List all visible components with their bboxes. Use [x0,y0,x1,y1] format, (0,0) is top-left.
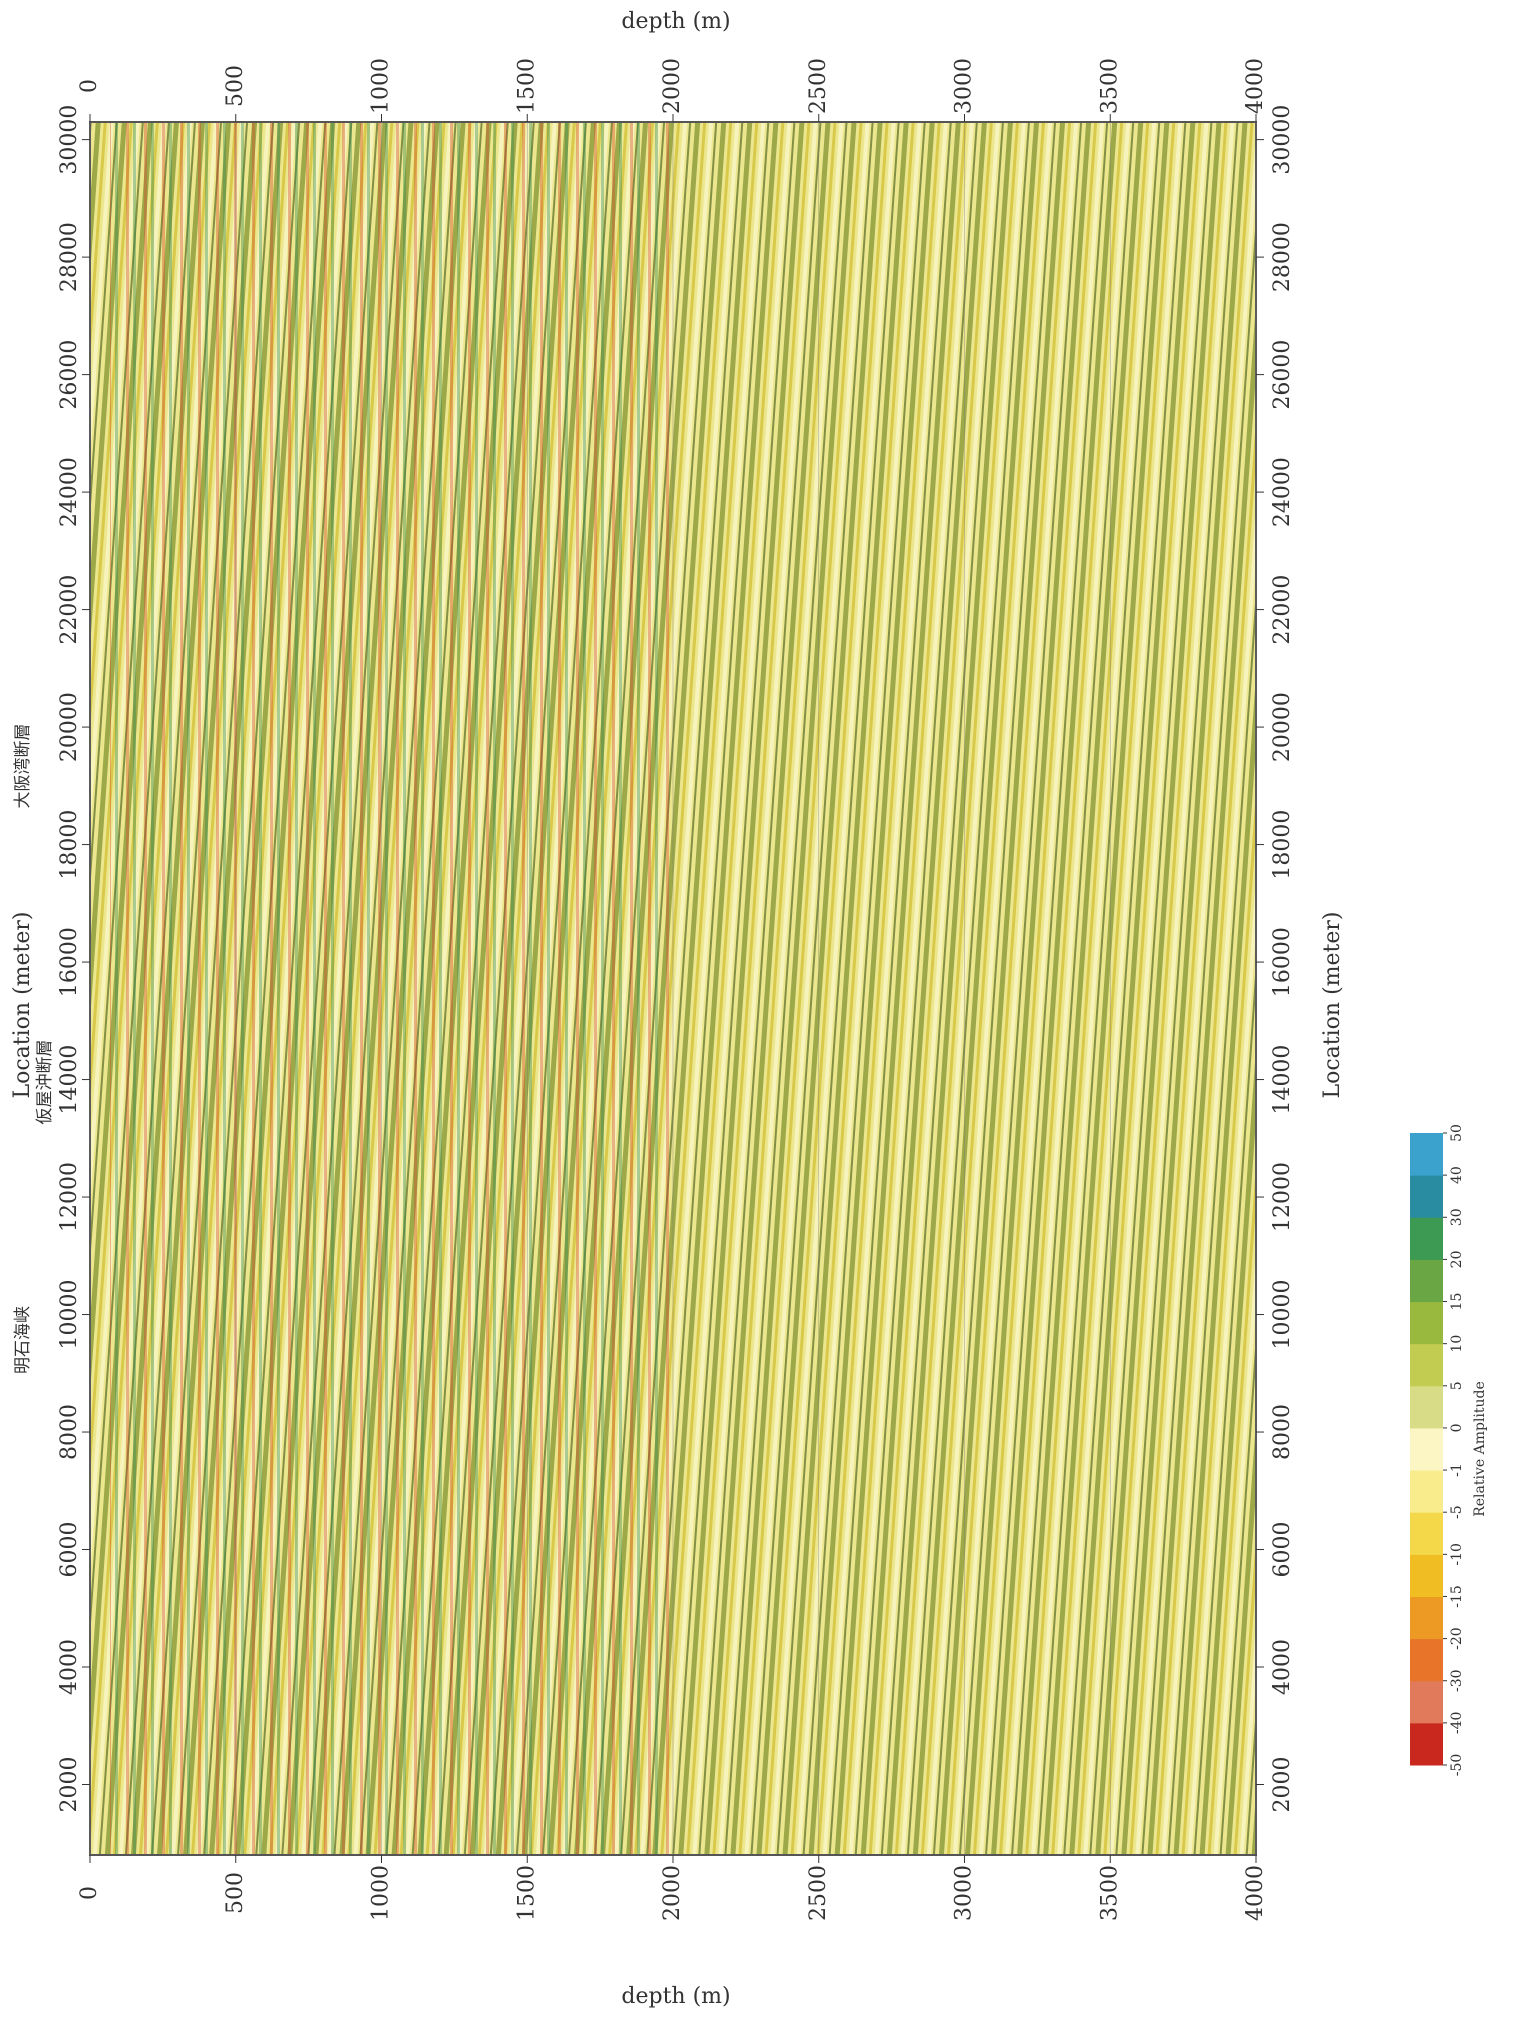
depth-tick-label: 1500 [514,1865,539,1921]
colorbar-tick-label: 15 [1449,1293,1465,1311]
annotation: 大阪湾断層 [13,724,33,809]
colorbar-tick-label: -40 [1449,1712,1465,1735]
colorbar-swatch [1410,1175,1443,1218]
depth-tick-label: 3000 [952,58,977,114]
colorbar-swatch [1410,1639,1443,1682]
depth-tick-label: 3000 [952,1865,977,1921]
axis-title-bottom: depth (m) [621,1984,730,2009]
location-tick-label: 14000 [1270,1045,1295,1115]
location-tick-label: 18000 [1270,810,1295,880]
location-tick-label: 26000 [1270,340,1295,410]
depth-tick-label: 500 [223,1872,248,1914]
location-tick-label: 30000 [57,105,82,175]
colorbar-tick-label: 30 [1449,1208,1465,1226]
location-tick-label: 6000 [1270,1522,1295,1578]
colorbar-tick-label: 10 [1449,1335,1465,1353]
location-tick-label: 28000 [1270,222,1295,292]
colorbar-swatch [1410,1259,1443,1302]
location-tick-label: 20000 [1270,692,1295,762]
colorbar-tick-label: 50 [1449,1124,1465,1142]
location-tick-label: 14000 [57,1045,82,1115]
colorbar-swatch [1410,1470,1443,1513]
colorbar-tick-label: -15 [1449,1585,1465,1608]
depth-tick-label: 1000 [369,58,394,114]
location-tick-label: 12000 [1270,1162,1295,1232]
depth-tick-label: 1500 [514,58,539,114]
colorbar-swatch [1410,1386,1443,1429]
location-tick-label: 10000 [57,1280,82,1350]
colorbar-swatch [1410,1723,1443,1766]
colorbar-tick-label: -10 [1449,1543,1465,1566]
location-tick-label: 8000 [57,1404,82,1460]
figure: depth (m) depth (m) Location (meter) Loc… [0,0,1513,2021]
depth-tick-label: 4000 [1243,1865,1268,1921]
depth-tick-label: 0 [77,79,102,93]
axis-title-top: depth (m) [621,9,730,34]
seismic-image-overlay [110,122,670,1855]
location-tick-label: 18000 [57,810,82,880]
colorbar-tick-label: -20 [1449,1627,1465,1650]
colorbar-label: Relative Amplitude [1472,1381,1488,1517]
colorbar-tick-label: -1 [1449,1463,1465,1477]
location-tick-label: 24000 [57,457,82,527]
colorbar-tick-label: -5 [1449,1505,1465,1519]
axis-title-left: Location (meter) [10,912,35,1099]
colorbar-tick-label: -30 [1449,1669,1465,1692]
location-tick-label: 28000 [57,222,82,292]
location-tick-label: 20000 [57,692,82,762]
annotation: 仮屋沖断層 [35,1040,55,1125]
colorbar-swatch [1410,1428,1443,1471]
colorbar-tick-label: 40 [1449,1166,1465,1184]
location-tick-label: 6000 [57,1522,82,1578]
depth-tick-label: 4000 [1243,58,1268,114]
location-tick-label: 4000 [57,1639,82,1695]
depth-tick-label: 3500 [1097,1865,1122,1921]
colorbar-swatch [1410,1302,1443,1345]
colorbar-swatch [1410,1133,1443,1176]
location-tick-label: 10000 [1270,1280,1295,1350]
colorbar-swatch [1410,1217,1443,1260]
location-tick-label: 26000 [57,340,82,410]
colorbar-tick-label: 20 [1449,1250,1465,1268]
colorbar-swatch [1410,1344,1443,1387]
location-tick-label: 30000 [1270,105,1295,175]
colorbar-tick-label: 0 [1449,1423,1465,1432]
axis-title-right: Location (meter) [1320,912,1345,1099]
depth-tick-label: 2500 [806,1865,831,1921]
location-tick-label: 16000 [57,927,82,997]
depth-tick-label: 2000 [660,58,685,114]
location-tick-label: 2000 [1270,1757,1295,1813]
location-tick-label: 12000 [57,1162,82,1232]
colorbar-tick-label: 5 [1449,1381,1465,1390]
location-tick-label: 4000 [1270,1639,1295,1695]
colorbar-tick-label: -50 [1449,1754,1465,1777]
depth-tick-label: 2500 [806,58,831,114]
location-tick-label: 24000 [1270,457,1295,527]
location-tick-label: 16000 [1270,927,1295,997]
location-tick-label: 8000 [1270,1404,1295,1460]
colorbar-swatch [1410,1554,1443,1597]
location-tick-label: 22000 [1270,575,1295,645]
colorbar-swatch [1410,1512,1443,1555]
depth-tick-label: 0 [77,1886,102,1900]
depth-tick-label: 1000 [369,1865,394,1921]
colorbar-swatch [1410,1681,1443,1724]
location-tick-label: 22000 [57,575,82,645]
location-tick-label: 2000 [57,1757,82,1813]
annotation: 明石海峡 [13,1306,33,1374]
depth-tick-label: 500 [223,65,248,107]
colorbar-swatch [1410,1596,1443,1639]
depth-tick-label: 2000 [660,1865,685,1921]
depth-tick-label: 3500 [1097,58,1122,114]
